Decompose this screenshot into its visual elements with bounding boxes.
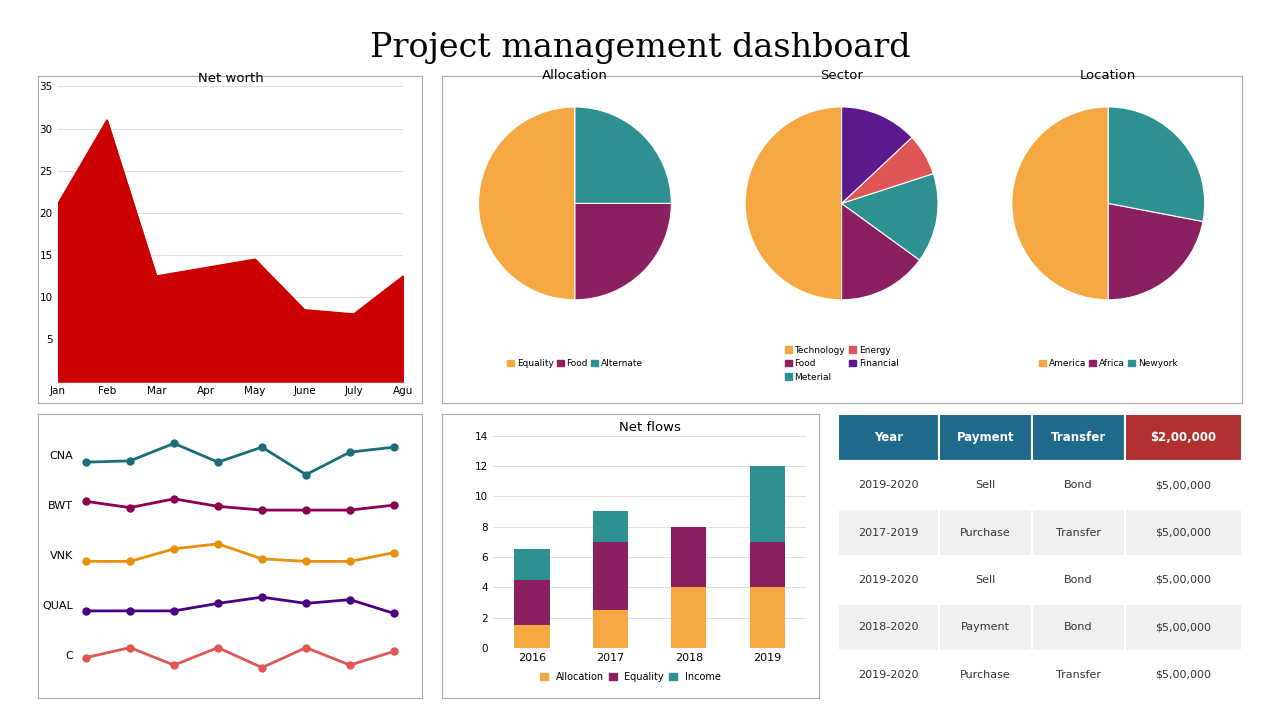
Bar xyxy=(1125,603,1242,651)
Bar xyxy=(515,549,549,580)
Text: Sell: Sell xyxy=(975,480,996,490)
Bar xyxy=(515,580,549,625)
Text: Sell: Sell xyxy=(975,575,996,585)
Text: Transfer: Transfer xyxy=(1056,528,1101,538)
Bar xyxy=(1032,462,1125,509)
Text: 2019-2020: 2019-2020 xyxy=(859,480,919,490)
Wedge shape xyxy=(575,203,672,300)
Text: BWT: BWT xyxy=(47,501,73,511)
Text: 2017-2019: 2017-2019 xyxy=(859,528,919,538)
Text: Transfer: Transfer xyxy=(1051,431,1106,444)
Title: Sector: Sector xyxy=(820,68,863,81)
Bar xyxy=(1125,509,1242,556)
Bar xyxy=(1125,651,1242,698)
Bar xyxy=(940,651,1032,698)
Text: Bond: Bond xyxy=(1064,575,1093,585)
Bar xyxy=(515,625,549,648)
Text: $2,00,000: $2,00,000 xyxy=(1149,431,1216,444)
Wedge shape xyxy=(842,203,919,300)
Text: VNK: VNK xyxy=(50,552,73,561)
Text: C: C xyxy=(65,651,73,661)
Title: Net flows: Net flows xyxy=(618,421,681,434)
Wedge shape xyxy=(842,107,911,203)
Text: Purchase: Purchase xyxy=(960,528,1011,538)
Bar xyxy=(940,414,1032,462)
Bar xyxy=(750,541,785,588)
Text: Transfer: Transfer xyxy=(1056,670,1101,680)
Bar xyxy=(1032,509,1125,556)
Bar xyxy=(1125,414,1242,462)
Text: Year: Year xyxy=(874,431,904,444)
Title: Allocation: Allocation xyxy=(541,68,608,81)
Text: CNA: CNA xyxy=(49,451,73,462)
Bar xyxy=(1125,556,1242,603)
Bar xyxy=(1032,414,1125,462)
Bar xyxy=(838,651,940,698)
Text: QUAL: QUAL xyxy=(42,601,73,611)
Text: Bond: Bond xyxy=(1064,480,1093,490)
Bar xyxy=(940,462,1032,509)
Wedge shape xyxy=(479,107,575,300)
Wedge shape xyxy=(1108,107,1204,222)
Wedge shape xyxy=(1012,107,1108,300)
Text: Project management dashboard: Project management dashboard xyxy=(370,32,910,64)
Title: Net worth: Net worth xyxy=(197,72,264,85)
Bar xyxy=(940,509,1032,556)
Wedge shape xyxy=(575,107,672,203)
Text: $5,00,000: $5,00,000 xyxy=(1155,480,1211,490)
Wedge shape xyxy=(842,138,933,203)
Text: Payment: Payment xyxy=(956,431,1014,444)
Bar xyxy=(671,588,707,648)
Bar xyxy=(750,588,785,648)
Text: Payment: Payment xyxy=(961,622,1010,632)
Legend: Technology, Food, Meterial, Energy, Financial: Technology, Food, Meterial, Energy, Fina… xyxy=(781,342,902,385)
Bar xyxy=(838,414,940,462)
Bar xyxy=(750,466,785,541)
Text: $5,00,000: $5,00,000 xyxy=(1155,528,1211,538)
Bar xyxy=(838,462,940,509)
Text: $5,00,000: $5,00,000 xyxy=(1155,575,1211,585)
Bar xyxy=(1125,462,1242,509)
Wedge shape xyxy=(745,107,842,300)
Bar xyxy=(838,509,940,556)
Bar xyxy=(1032,603,1125,651)
Text: Bond: Bond xyxy=(1064,622,1093,632)
Bar xyxy=(838,603,940,651)
Bar xyxy=(671,526,707,588)
Bar xyxy=(1032,556,1125,603)
Bar xyxy=(940,603,1032,651)
Title: Location: Location xyxy=(1080,68,1137,81)
Wedge shape xyxy=(1108,203,1203,300)
Text: $5,00,000: $5,00,000 xyxy=(1155,622,1211,632)
Wedge shape xyxy=(842,174,938,260)
Bar xyxy=(1032,651,1125,698)
Bar xyxy=(940,556,1032,603)
Bar xyxy=(838,556,940,603)
Bar xyxy=(593,511,628,541)
Text: 2019-2020: 2019-2020 xyxy=(859,575,919,585)
Bar xyxy=(593,541,628,610)
Legend: America, Africa, Newyork: America, Africa, Newyork xyxy=(1036,356,1181,372)
Legend: Allocation, Equality, Income: Allocation, Equality, Income xyxy=(536,668,724,685)
Text: $5,00,000: $5,00,000 xyxy=(1155,670,1211,680)
Text: 2019-2020: 2019-2020 xyxy=(859,670,919,680)
Legend: Equality, Food, Alternate: Equality, Food, Alternate xyxy=(503,356,646,372)
Bar xyxy=(593,610,628,648)
Text: Purchase: Purchase xyxy=(960,670,1011,680)
Text: 2018-2020: 2018-2020 xyxy=(859,622,919,632)
